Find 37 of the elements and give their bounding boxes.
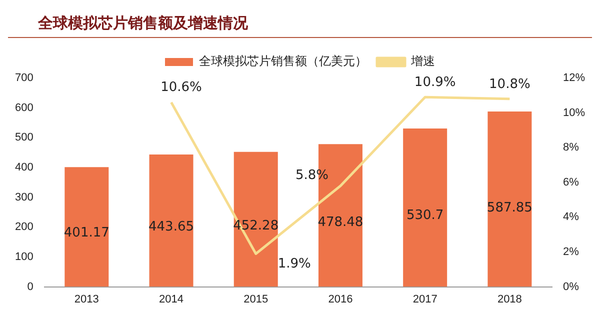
y2-tick-label: 10% bbox=[562, 106, 586, 119]
x-tick-label: 2016 bbox=[328, 293, 353, 306]
bar bbox=[64, 167, 109, 287]
data-label: 587.85 bbox=[486, 200, 532, 216]
y-tick-label: 200 bbox=[14, 221, 34, 234]
bar bbox=[149, 154, 194, 287]
x-tick-label: 2013 bbox=[74, 293, 99, 306]
data-label: 443.65 bbox=[148, 220, 194, 235]
legend-label: 增速 bbox=[410, 54, 435, 68]
data-label: 10.9% bbox=[414, 75, 456, 90]
y2-tick-label: 4% bbox=[562, 211, 580, 224]
x-tick-label: 2015 bbox=[244, 293, 268, 306]
x-tick-label: 2018 bbox=[497, 293, 522, 306]
y-tick-label: 100 bbox=[14, 251, 34, 264]
data-label: 10.8% bbox=[489, 76, 530, 92]
chart-title: 全球模拟芯片销售额及增速情况 bbox=[36, 13, 249, 34]
x-tick-label: 2017 bbox=[412, 293, 438, 306]
y-tick-label: 600 bbox=[14, 102, 34, 114]
data-label: 1.9% bbox=[278, 256, 311, 272]
y-tick-label: 500 bbox=[14, 132, 34, 144]
y2-tick-label: 8% bbox=[562, 142, 580, 154]
y-tick-label: 300 bbox=[14, 191, 34, 204]
y2-tick-label: 12% bbox=[562, 72, 586, 84]
bar bbox=[234, 152, 278, 287]
y-tick-label: 700 bbox=[14, 72, 34, 84]
y-tick-label: 400 bbox=[14, 162, 34, 174]
bar bbox=[488, 111, 532, 287]
y2-tick-label: 6% bbox=[562, 176, 580, 188]
data-label: 10.6% bbox=[160, 80, 202, 96]
data-label: 401.17 bbox=[64, 225, 110, 240]
y2-tick-label: 2% bbox=[562, 246, 580, 258]
y-tick-label: 0 bbox=[27, 280, 34, 293]
y2-tick-label: 0% bbox=[562, 280, 580, 293]
legend-label: 全球模拟芯片销售额（亿美元） bbox=[199, 54, 367, 68]
data-label: 530.7 bbox=[406, 208, 444, 223]
x-tick-label: 2014 bbox=[159, 293, 184, 306]
bar bbox=[403, 128, 448, 287]
